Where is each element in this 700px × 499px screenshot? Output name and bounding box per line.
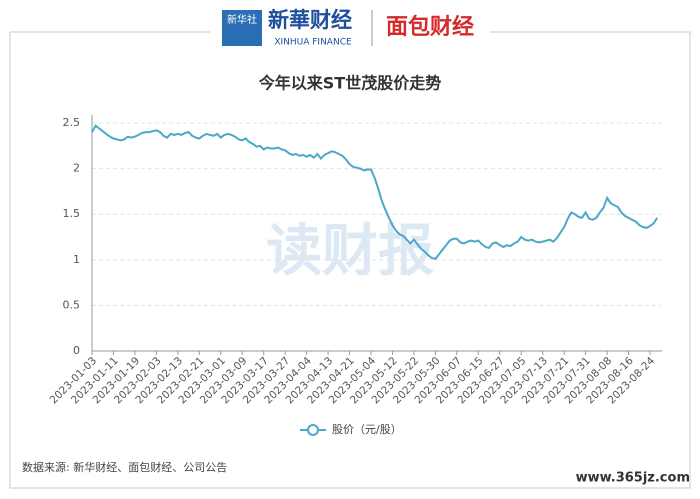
legend-marker [307, 424, 319, 436]
logo-name: 新華财经 [268, 8, 352, 32]
y-tick-label: 0.5 [63, 298, 81, 311]
legend-label: 股价（元/股） [332, 423, 402, 436]
frame [9, 31, 691, 489]
logo-badge-bg [222, 10, 262, 46]
y-tick-label: 2.5 [63, 116, 81, 129]
logo-badge: 新华社 [227, 13, 257, 26]
price-line [91, 124, 659, 261]
source-note: 数据来源: 新华财经、面包财经、公司公告 [22, 460, 227, 474]
watermark: 读财报 [266, 219, 434, 284]
y-tick-label: 1.5 [63, 207, 81, 220]
y-tick-label: 0 [73, 344, 80, 357]
site-watermark: www.365jz.com [576, 471, 690, 486]
logo-sub: XINHUA FINANCE [274, 38, 352, 48]
chart-title: 今年以来ST世茂股价走势 [258, 74, 441, 93]
y-tick-label: 2 [73, 162, 80, 175]
y-tick-label: 1 [73, 253, 80, 266]
partner-logo: 面包财经 [386, 14, 474, 40]
